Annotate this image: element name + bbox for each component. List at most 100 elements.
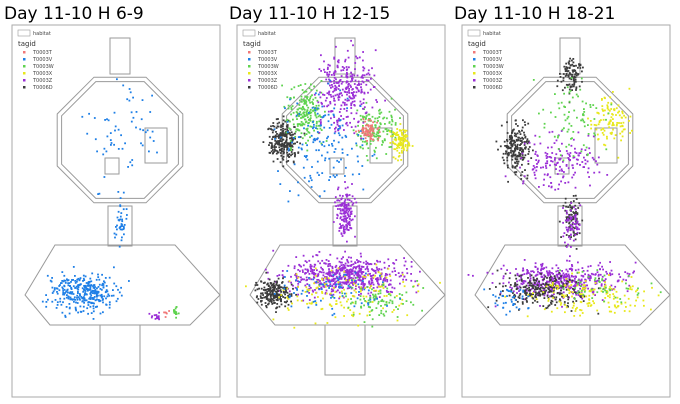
tag-point [353, 270, 356, 273]
tag-point [379, 123, 382, 126]
tag-point [329, 79, 331, 82]
tag-point [281, 144, 284, 147]
tag-point [335, 283, 338, 286]
tag-point [369, 287, 371, 289]
tag-point [567, 243, 569, 246]
tag-point [636, 294, 639, 296]
tag-point [510, 149, 512, 152]
tag-point [264, 296, 267, 298]
tag-point [271, 292, 274, 295]
tag-point [341, 136, 344, 139]
tag-point [375, 295, 377, 298]
tag-point [601, 108, 604, 111]
tag-point [603, 286, 606, 288]
tag-point [310, 265, 313, 268]
tag-point [343, 266, 346, 268]
tag-point [397, 155, 400, 158]
tag-point [278, 144, 281, 146]
tag-point [271, 152, 274, 155]
tag-point [97, 276, 100, 278]
tag-point [575, 293, 578, 296]
legend-label: T0003T [32, 50, 53, 56]
tag-point [348, 272, 350, 275]
tag-point [331, 314, 334, 317]
tag-point [93, 117, 96, 119]
tag-point [344, 273, 347, 276]
tag-point [282, 158, 285, 161]
legend-label: T0006D [32, 85, 53, 91]
tag-point [316, 112, 319, 115]
tag-point [306, 144, 308, 147]
tag-point [511, 143, 513, 146]
tag-point [379, 285, 382, 288]
tag-point [575, 211, 577, 213]
tag-point [273, 128, 276, 131]
tag-point [564, 75, 567, 77]
tag-point [345, 271, 347, 274]
tag-point [275, 283, 278, 286]
tag-point [579, 285, 582, 287]
tag-point [515, 155, 518, 158]
tag-point [609, 132, 612, 134]
tag-point [562, 283, 565, 285]
tag-point [305, 113, 308, 116]
wall [104, 157, 120, 175]
tag-point [630, 288, 633, 291]
tag-point [540, 166, 542, 169]
tag-point [348, 269, 351, 271]
tag-point [380, 305, 382, 307]
tag-point [605, 286, 607, 289]
tag-point [282, 150, 285, 153]
tag-point [571, 73, 574, 76]
tag-point [404, 260, 407, 263]
tag-point [296, 118, 298, 120]
tag-point [320, 308, 323, 311]
tag-point [307, 113, 310, 115]
tag-point [120, 212, 123, 214]
tag-point [395, 295, 398, 297]
tag-point [274, 295, 277, 298]
tag-point [346, 207, 349, 210]
tag-point [304, 291, 307, 293]
tag-point [344, 212, 346, 214]
tag-point [337, 95, 340, 97]
tag-point [542, 283, 545, 285]
tag-point [631, 129, 633, 132]
tag-point [367, 273, 370, 276]
tag-point [369, 88, 372, 91]
tag-point [309, 95, 312, 98]
tag-point [522, 267, 524, 270]
tag-point [569, 159, 571, 162]
tag-point [366, 123, 368, 126]
tag-point [568, 100, 571, 103]
tag-point [625, 306, 627, 308]
tag-point [297, 194, 300, 197]
tag-point [281, 147, 284, 150]
tag-point [524, 290, 526, 293]
tag-point [321, 105, 324, 108]
tag-point [300, 299, 303, 302]
tag-point [115, 233, 118, 236]
tag-point [512, 151, 515, 154]
tag-point [365, 115, 368, 117]
tag-point [332, 72, 335, 75]
tag-point [360, 283, 363, 286]
tag-point [515, 283, 518, 286]
tag-point [334, 286, 337, 289]
tag-point [523, 175, 526, 178]
tag-point [608, 121, 611, 124]
tag-point [262, 141, 265, 143]
tag-point [526, 138, 529, 141]
tag-point [364, 118, 367, 120]
legend-swatch [23, 51, 26, 54]
tag-point [597, 264, 600, 267]
tag-point [163, 311, 165, 314]
tag-point [365, 73, 368, 76]
tag-point [299, 281, 302, 283]
tag-point [293, 96, 295, 99]
tag-point [340, 286, 343, 289]
tag-point [344, 277, 347, 279]
tag-point [552, 287, 555, 289]
tag-point [319, 116, 322, 118]
tag-point [567, 206, 569, 208]
